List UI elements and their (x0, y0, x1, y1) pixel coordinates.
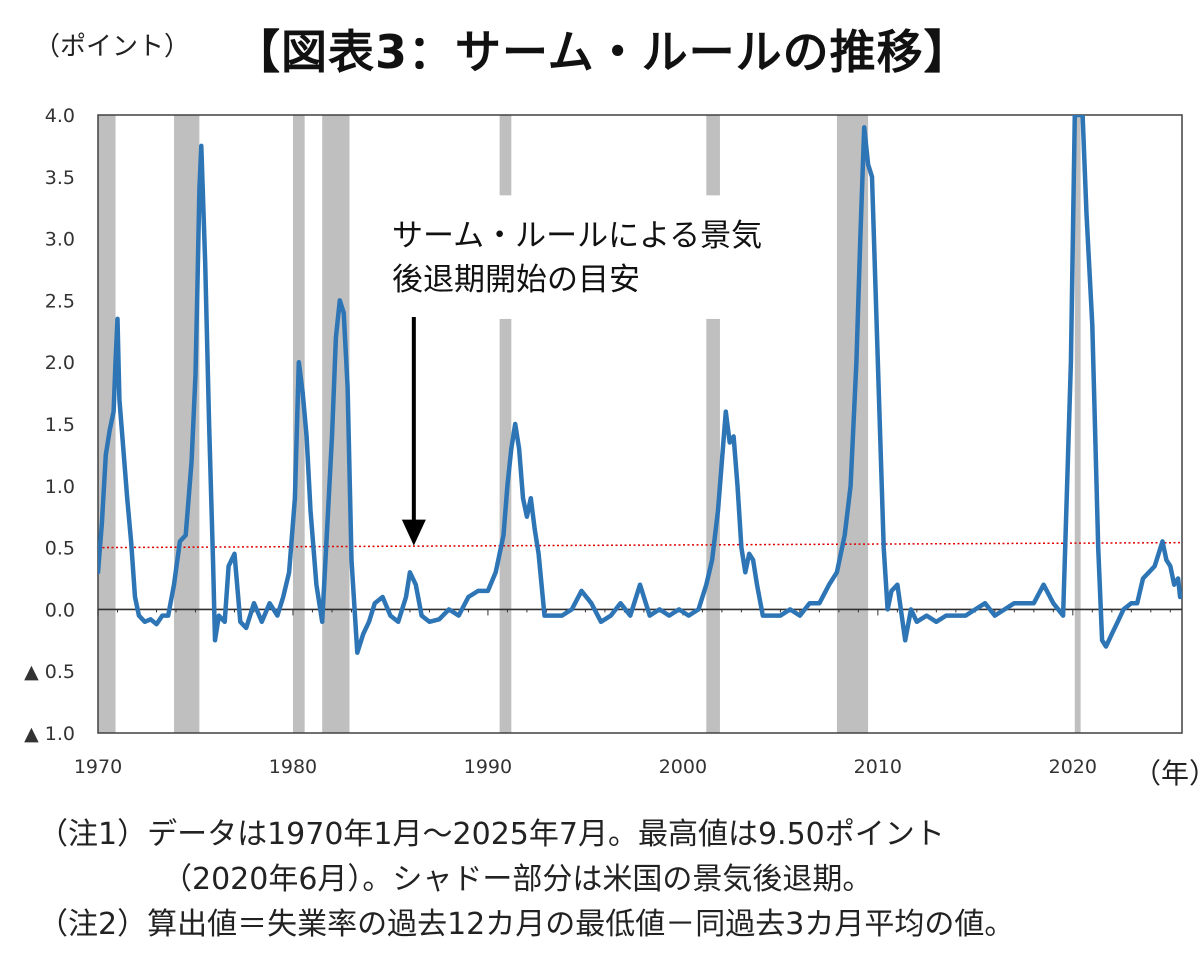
y-axis-unit-label: （ポイント） (34, 32, 191, 62)
tick-labels: 4.0 3.5 3.0 2.5 2.0 1.5 1.0 0.5 0.0 ▲ 0.5 ▲ 1.0 197… (24, 105, 1097, 778)
series-line (98, 115, 1182, 655)
x-tick-label: 1970 (74, 756, 122, 778)
y-tick-label: 3.5 (45, 167, 75, 189)
y-tick-label: 3.0 (45, 229, 75, 251)
annotation-arrow (401, 317, 426, 546)
x-tick-label: 1990 (464, 756, 512, 778)
plot-frame (97, 114, 1183, 734)
y-tick-label: ▲ 0.5 (24, 661, 75, 683)
y-tick-label: 4.0 (45, 105, 75, 127)
annotation-line-1: サーム・ルールによる景気 (392, 218, 763, 254)
y-tick-label: ▲ 1.0 (24, 723, 75, 745)
recession-band (499, 115, 512, 196)
series-line-group (98, 115, 1182, 655)
threshold-line (97, 541, 1183, 549)
recession-band (706, 318, 720, 733)
recession-band (174, 115, 200, 733)
chart-title: 【図表3：サーム・ルールの推移】 (234, 25, 971, 79)
axes (97, 114, 1183, 734)
recession-band (1074, 115, 1081, 733)
note-1-line-1: （注1）データは1970年1月～2025年7月。最高値は9.50ポイント (38, 817, 945, 852)
chart-canvas: 4.0 3.5 3.0 2.5 2.0 1.5 1.0 0.5 0.0 ▲ 0.5 ▲ 1.0 197… (24, 105, 1183, 778)
threshold-line-mark (97, 541, 1183, 549)
x-tick-label: 1980 (269, 756, 317, 778)
annotation-text: サーム・ルールによる景気 後退期開始の目安 (392, 214, 762, 302)
recession-band (706, 115, 720, 196)
arrow-head (401, 519, 426, 546)
y-tick-label: 2.0 (45, 352, 75, 374)
x-axis-unit-label: （年） (1133, 757, 1204, 790)
chart-notes: （注1）データは1970年1月～2025年7月。最高値は9.50ポイント （20… (38, 812, 1014, 947)
y-tick-label: 0.5 (45, 538, 75, 560)
x-tick-label: 2020 (1049, 756, 1097, 778)
recession-bands (98, 115, 1081, 733)
recession-band (322, 115, 350, 733)
y-tick-label: 1.0 (45, 476, 75, 498)
note-2: （注2）算出値＝失業率の過去12カ月の最低値－同過去3カ月平均の値。 (38, 907, 1015, 942)
y-tick-label: 2.5 (45, 290, 75, 312)
x-tick-label: 2000 (659, 756, 707, 778)
y-tick-label: 0.0 (45, 599, 75, 621)
x-tick-label: 2010 (854, 756, 902, 778)
y-tick-label: 1.5 (45, 414, 75, 436)
annotation-line-2: 後退期開始の目安 (392, 262, 640, 298)
recession-band (98, 115, 116, 733)
note-1-line-2: （2020年6月）。シャドー部分は米国の景気後退期。 (162, 862, 873, 897)
